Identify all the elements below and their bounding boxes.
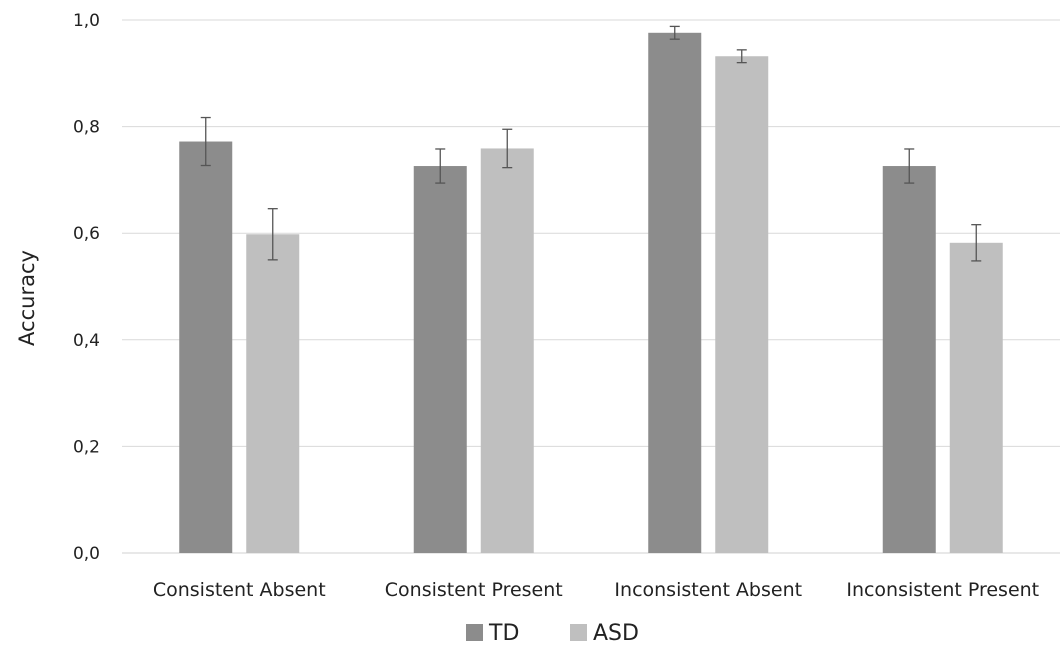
y-axis-title: Accuracy — [15, 250, 39, 346]
error-bar-asd-4 — [971, 224, 982, 262]
error-bar-asd-2 — [502, 128, 513, 169]
bars — [179, 32, 1003, 554]
legend-item-asd: ASD — [570, 621, 639, 646]
error-bar-asd-3 — [736, 49, 747, 64]
bar-asd-2 — [480, 148, 534, 553]
x-category-label: Consistent Absent — [153, 579, 326, 601]
bar-td-1 — [179, 141, 233, 554]
y-tick-label: 0,2 — [73, 437, 100, 457]
bar-td-4 — [882, 166, 936, 554]
bar-asd-1 — [246, 234, 300, 554]
legend-label: ASD — [593, 621, 639, 644]
x-category-label: Consistent Present — [385, 579, 563, 601]
error-bar-asd-1 — [267, 208, 278, 261]
legend-swatch — [570, 624, 587, 641]
y-tick-label: 1,0 — [73, 11, 100, 31]
error-bar-td-2 — [435, 148, 446, 184]
error-bar-td-4 — [904, 148, 915, 184]
error-bar-td-3 — [669, 25, 680, 40]
y-tick-label: 0,4 — [73, 331, 100, 351]
bar-td-2 — [413, 166, 467, 554]
y-tick-label: 0,8 — [73, 118, 100, 138]
y-tick-label: 0,6 — [73, 224, 100, 244]
legend-item-td: TD — [466, 621, 519, 646]
y-tick-label: 0,0 — [73, 544, 100, 564]
legend-swatch — [466, 624, 483, 641]
x-category-label: Inconsistent Absent — [614, 579, 802, 601]
x-category-label: Inconsistent Present — [846, 579, 1039, 601]
error-bar-td-1 — [200, 116, 211, 167]
x-axis-categories: Consistent Absent Consistent Present Incon… — [153, 579, 1039, 601]
bar-td-3 — [648, 32, 702, 554]
legend: TD ASD — [466, 621, 639, 646]
bar-asd-3 — [715, 56, 769, 554]
error-bars — [200, 25, 982, 262]
y-axis-ticks: 0,0 0,2 0,4 0,6 0,8 1,0 — [73, 11, 100, 564]
bar-asd-4 — [949, 242, 1003, 553]
legend-label: TD — [488, 621, 519, 644]
